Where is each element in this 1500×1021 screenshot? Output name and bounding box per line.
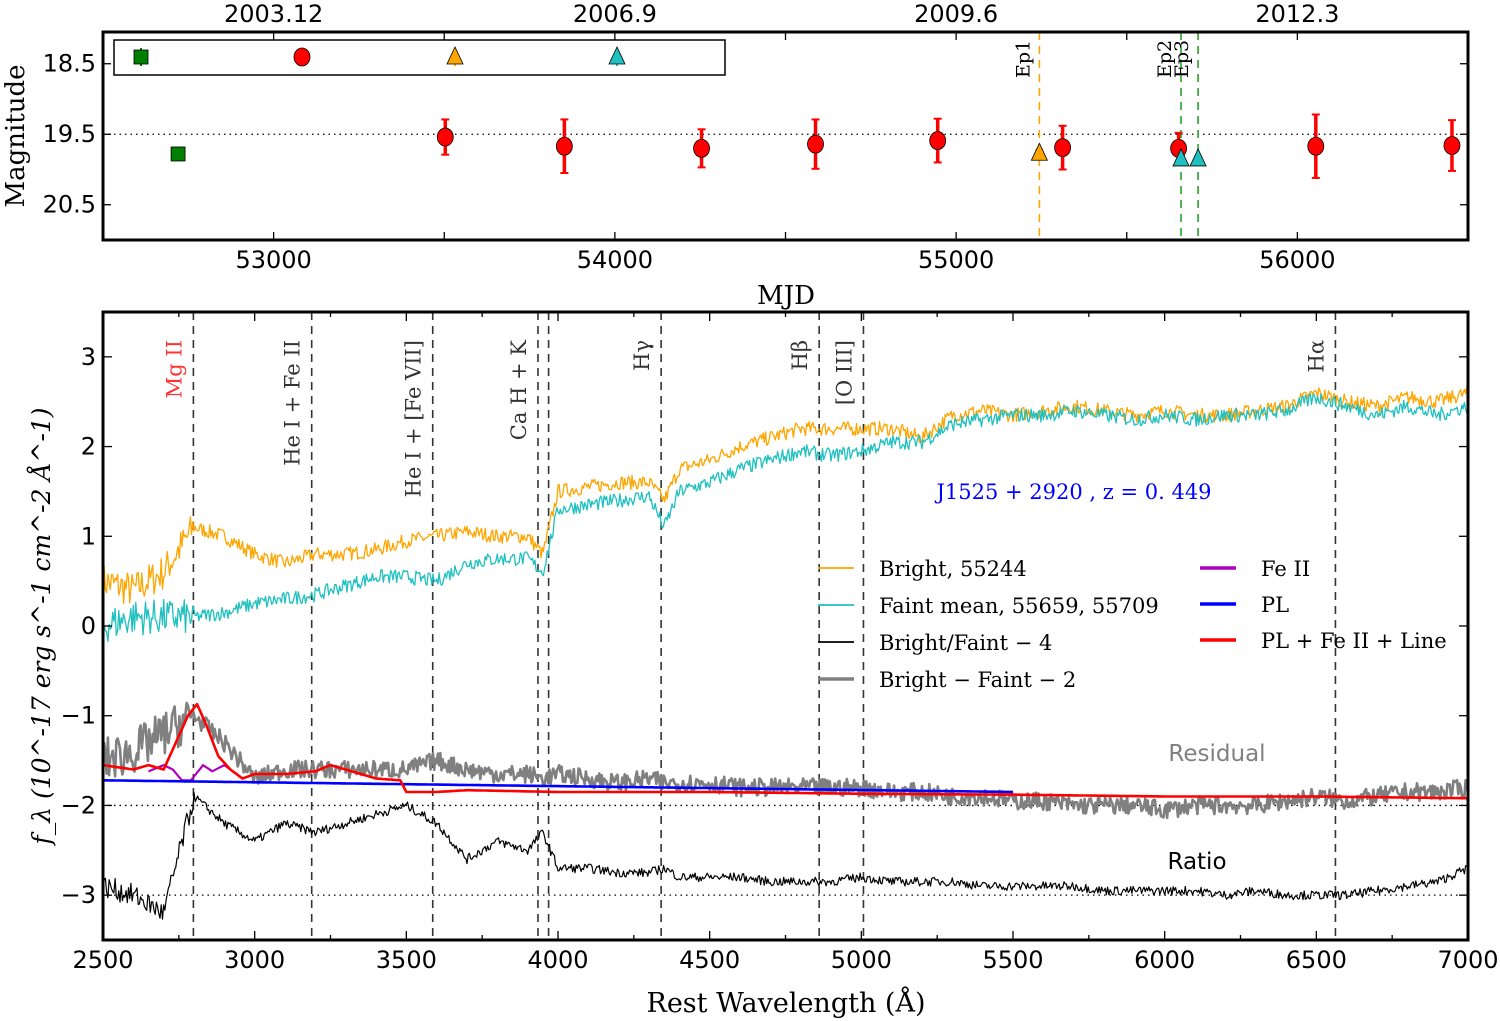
object-annotation: J1525 + 2920 , z = 0. 449 (934, 480, 1211, 504)
data-point-circle (929, 131, 947, 150)
x-tick-label: 4500 (679, 946, 740, 974)
legend-label: Faint mean, 55659, 55709 (879, 594, 1159, 618)
emission-line-label: He I + Fe II (281, 340, 305, 466)
legend-label: PL (1261, 593, 1289, 617)
x-tick-label: 54000 (577, 246, 653, 274)
y-tick-label: 0 (81, 612, 96, 640)
top-axis-label: 2006.9 (573, 0, 657, 28)
spectrum-panel: Mg II He I + Fe II He I + [Fe VII] Ca H + K… (26, 310, 1499, 1019)
legend-box (113, 39, 726, 76)
data-point-square (170, 146, 186, 162)
data-point-circle (1054, 138, 1071, 158)
data-point-circle (1307, 136, 1325, 156)
y-tick-label: −1 (61, 702, 96, 730)
epoch-label: Ep2 (1154, 40, 1176, 78)
x-axis-label: MJD (757, 281, 815, 311)
x-tick-label: 3500 (376, 946, 437, 974)
emission-line-label: Mg II (162, 340, 186, 398)
data-point-circle (293, 47, 311, 67)
data-point-triangle (446, 46, 464, 65)
top-axis-label: 2009.6 (914, 0, 998, 28)
data-point-circle (436, 127, 454, 147)
emission-line-label: [O III] (832, 340, 856, 405)
epoch-label: Ep3 (1171, 40, 1193, 78)
y-tick-label: 20.5 (43, 191, 96, 219)
y-tick-label: 18.5 (43, 50, 96, 78)
spectrum-legend: Bright, 55244 Faint mean, 55659, 55709 Bri… (818, 557, 1447, 692)
series-line (103, 702, 1468, 800)
magnitude-legend (113, 39, 726, 76)
y-tick-label: 19.5 (43, 120, 96, 148)
y-axis-label: Magnitude (1, 64, 31, 207)
ratio-label: Ratio (1167, 849, 1226, 875)
data-point-circle (693, 138, 710, 158)
data-point-circle (555, 136, 573, 156)
y-tick-label: 1 (81, 522, 96, 550)
emission-line-label: He I + [Fe VII] (402, 340, 426, 497)
x-tick-label: 2500 (72, 946, 133, 974)
data-point-circle (1443, 136, 1461, 155)
legend-label: Fe II (1261, 557, 1310, 581)
x-tick-label: 55000 (918, 246, 994, 274)
plot-frame (101, 310, 1470, 942)
x-tick-label: 4000 (527, 946, 588, 974)
legend-label: Bright/Faint − 4 (879, 631, 1052, 655)
y-tick-label: 3 (81, 343, 96, 371)
residual-label: Residual (1168, 741, 1265, 767)
x-tick-label: 56000 (1259, 246, 1335, 274)
emission-line-label: Hγ (630, 340, 654, 371)
legend-label: PL + Fe II + Line (1261, 629, 1447, 653)
x-axis-label: Rest Wavelength (Å) (646, 986, 925, 1019)
legend-label: Bright − Faint − 2 (879, 668, 1076, 692)
series-line (103, 393, 1468, 643)
emission-line-label: Hβ (788, 340, 812, 370)
emission-line-label: Hα (1304, 340, 1328, 373)
x-tick-label: 6000 (1134, 946, 1195, 974)
plot-area (103, 312, 1468, 940)
x-tick-label: 5500 (982, 946, 1043, 974)
data-point-triangle (1189, 147, 1207, 167)
x-tick-label: 3000 (224, 946, 285, 974)
emission-line-label: Ca H + K (507, 340, 531, 441)
top-axis-label: 2003.12 (224, 0, 323, 28)
series-line (148, 763, 238, 782)
x-tick-label: 7000 (1437, 946, 1498, 974)
data-point-triangle (608, 46, 626, 65)
series-line (103, 791, 1468, 920)
y-tick-label: −3 (61, 881, 96, 909)
y-tick-label: 2 (81, 433, 96, 461)
y-tick-label: −2 (61, 791, 96, 819)
x-tick-label: 53000 (235, 246, 311, 274)
x-tick-label: 5000 (831, 946, 892, 974)
series-line (103, 778, 1014, 794)
data-point-triangle (1030, 142, 1049, 161)
series-line (103, 701, 1468, 820)
epoch-label: Ep1 (1012, 40, 1034, 78)
top-axis-label: 2012.3 (1255, 0, 1339, 28)
data-point-circle (807, 134, 824, 154)
legend-label: Bright, 55244 (879, 557, 1027, 581)
y-axis-label: f_λ (10^-17 erg s^-1 cm^-2 Å^-1) (26, 407, 56, 846)
data-point-triangle (1172, 147, 1190, 167)
data-point-square (133, 49, 149, 65)
x-tick-label: 6500 (1286, 946, 1347, 974)
